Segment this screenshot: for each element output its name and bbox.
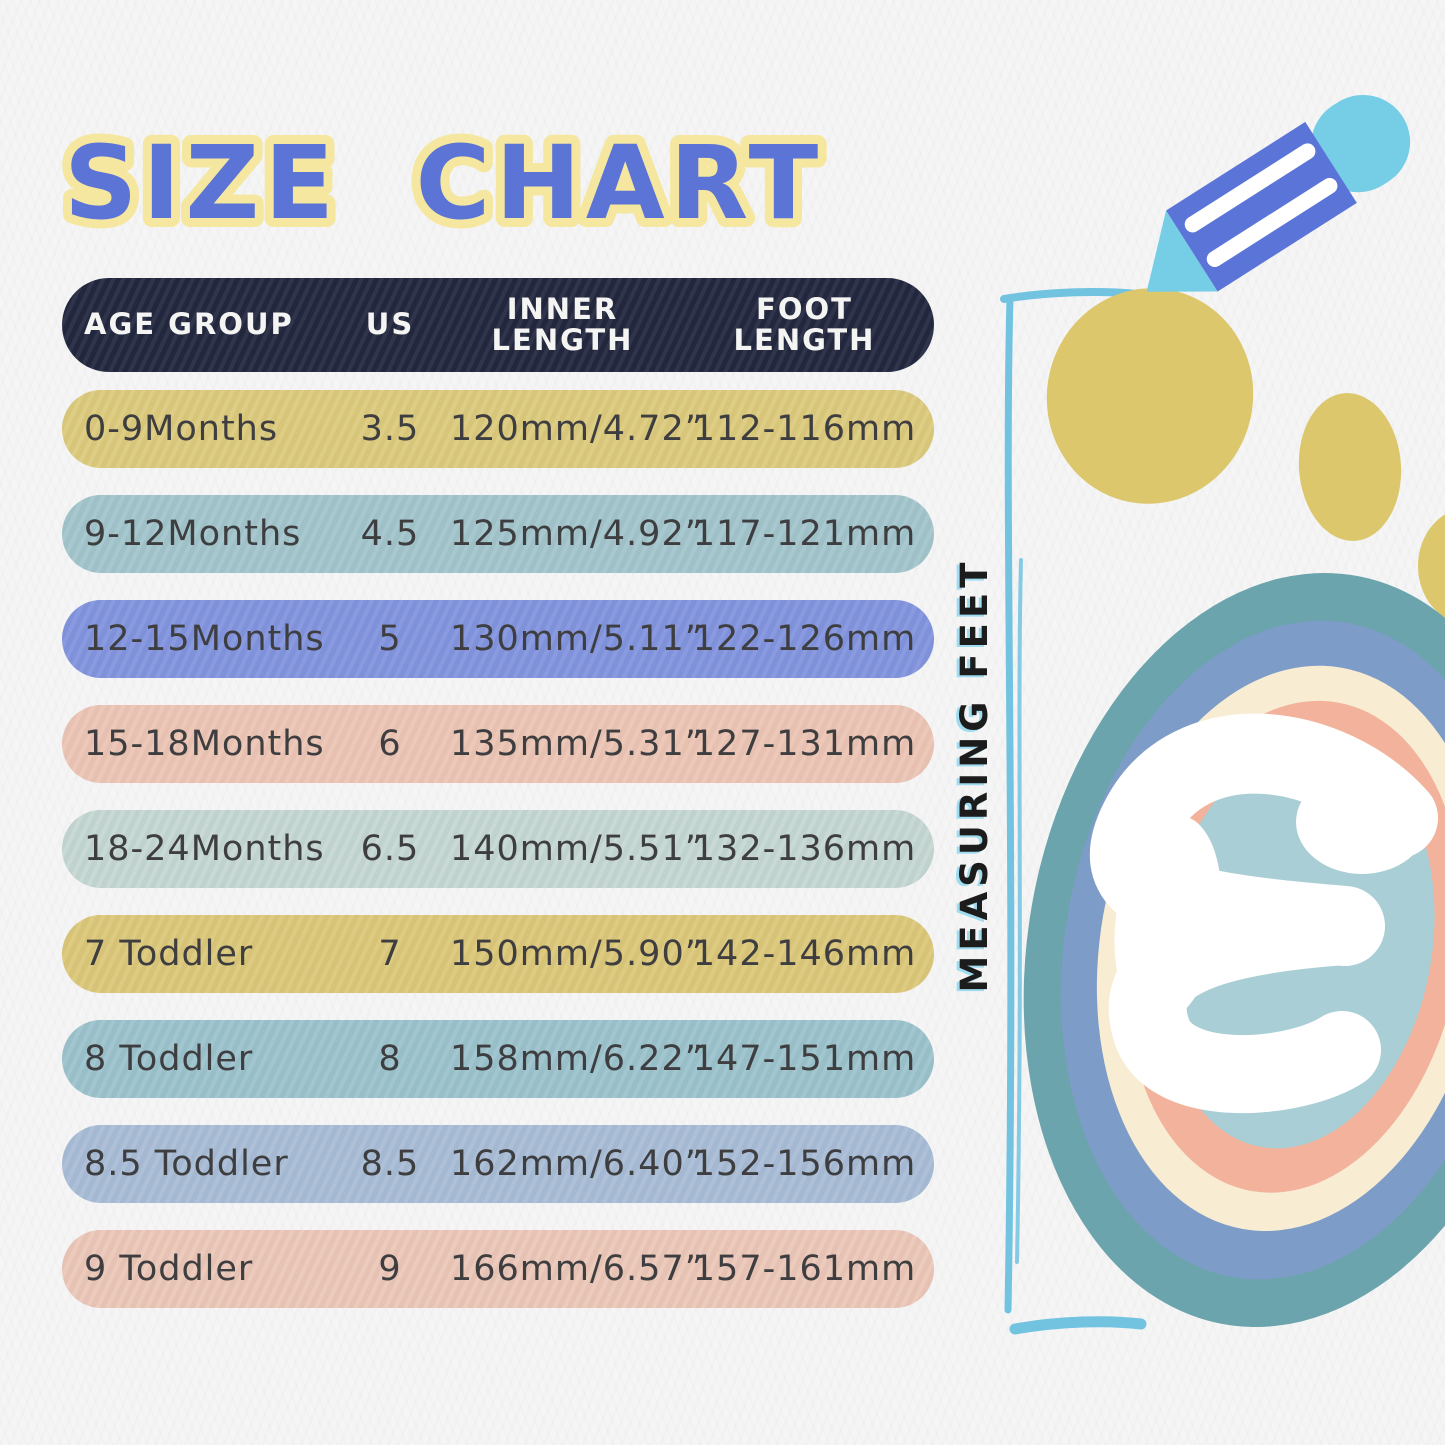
pencil-icon — [1146, 94, 1411, 292]
us-size-cell: 6.5 — [360, 829, 420, 869]
swirl-accent — [1159, 918, 1211, 986]
foot-icon — [1023, 288, 1445, 1327]
age-group-cell: 8 Toddler — [84, 1039, 254, 1079]
inner-length-cell: 150mm/5.90” — [450, 934, 704, 974]
foot-length-cell: 132-136mm — [692, 829, 917, 869]
inner-length-cell: 135mm/5.31” — [450, 724, 704, 764]
inner-length-cell: 166mm/6.57” — [450, 1249, 704, 1289]
inner-length-cell: 162mm/6.40” — [450, 1144, 704, 1184]
foot-length-cell: 112-116mm — [692, 409, 917, 449]
measuring-line-icon — [1000, 287, 1147, 1335]
header-inner-length: INNER LENGTH — [491, 291, 634, 357]
table-row: 9 Toddler 9 166mm/6.57” 157-161mm — [62, 1230, 934, 1308]
foot-length-cell: 127-131mm — [692, 724, 917, 764]
age-group-cell: 9 Toddler — [84, 1249, 254, 1289]
foot-toes — [1046, 288, 1445, 618]
foot-length-cell: 152-156mm — [692, 1144, 917, 1184]
age-group-cell: 7 Toddler — [84, 934, 254, 974]
us-size-cell: 4.5 — [360, 514, 420, 554]
table-header-row: AGE GROUP US INNER LENGTH FOOT LENGTH — [62, 278, 934, 372]
foot-length-cell: 122-126mm — [692, 619, 917, 659]
us-size-cell: 8 — [378, 1039, 402, 1079]
header-age-group: AGE GROUP — [84, 307, 294, 342]
age-group-cell: 12-15Months — [84, 619, 325, 659]
foot-length-cell: 147-151mm — [692, 1039, 917, 1079]
measuring-feet-label: MEASURING FEET — [953, 557, 996, 993]
us-size-cell: 9 — [378, 1249, 402, 1289]
age-group-cell: 8.5 Toddler — [84, 1144, 289, 1184]
foot-pad-rings — [1023, 573, 1445, 1327]
inner-length-cell: 130mm/5.11” — [450, 619, 704, 659]
size-table: AGE GROUP US INNER LENGTH FOOT LENGTH 0-… — [62, 278, 934, 1335]
title-text: SIZE CHART — [64, 124, 823, 243]
us-size-cell: 8.5 — [360, 1144, 420, 1184]
age-group-cell: 15-18Months — [84, 724, 325, 764]
age-group-cell: 0-9Months — [84, 409, 279, 449]
inner-length-cell: 140mm/5.51” — [450, 829, 704, 869]
us-size-cell: 6 — [378, 724, 402, 764]
table-row: 0-9Months 3.5 120mm/4.72” 112-116mm — [62, 390, 934, 468]
table-row: 15-18Months 6 135mm/5.31” 127-131mm — [62, 705, 934, 783]
table-row: 9-12Months 4.5 125mm/4.92” 117-121mm — [62, 495, 934, 573]
age-group-cell: 9-12Months — [84, 514, 302, 554]
table-row: 8 Toddler 8 158mm/6.22” 147-151mm — [62, 1020, 934, 1098]
foot-length-cell: 157-161mm — [692, 1249, 917, 1289]
header-foot-length: FOOT LENGTH — [733, 291, 876, 357]
header-us: US — [365, 307, 415, 342]
footprint-swirl — [1089, 713, 1438, 1113]
inner-length-cell: 158mm/6.22” — [450, 1039, 704, 1079]
table-row: 18-24Months 6.5 140mm/5.51” 132-136mm — [62, 810, 934, 888]
age-group-cell: 18-24Months — [84, 829, 325, 869]
table-row: 7 Toddler 7 150mm/5.90” 142-146mm — [62, 915, 934, 993]
table-row: 12-15Months 5 130mm/5.11” 122-126mm — [62, 600, 934, 678]
foot-length-cell: 142-146mm — [692, 934, 917, 974]
page-title: SIZE CHART — [55, 115, 827, 252]
foot-length-cell: 117-121mm — [692, 514, 917, 554]
us-size-cell: 3.5 — [360, 409, 420, 449]
us-size-cell: 7 — [378, 934, 402, 974]
inner-length-cell: 125mm/4.92” — [450, 514, 704, 554]
table-row: 8.5 Toddler 8.5 162mm/6.40” 152-156mm — [62, 1125, 934, 1203]
inner-length-cell: 120mm/4.72” — [450, 409, 704, 449]
us-size-cell: 5 — [378, 619, 402, 659]
